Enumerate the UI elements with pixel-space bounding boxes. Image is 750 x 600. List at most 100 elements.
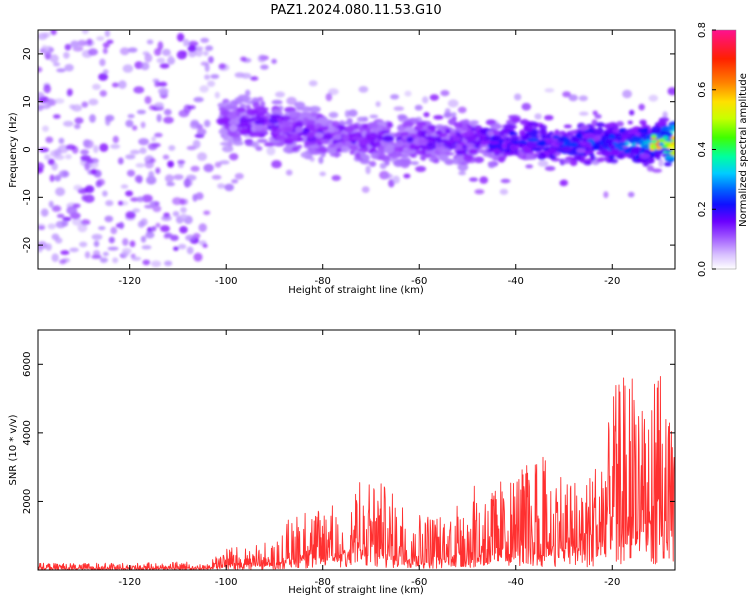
heatmap-cell (168, 145, 176, 151)
heatmap-cell (48, 200, 54, 208)
heatmap-cell (422, 153, 432, 158)
heatmap-cell (192, 139, 201, 149)
heatmap-cell (315, 132, 324, 139)
heatmap-cell (521, 102, 532, 111)
heatmap-cell (333, 128, 340, 132)
heatmap-cell (469, 177, 478, 182)
heatmap-cell (297, 144, 303, 149)
heatmap-cell (369, 140, 376, 147)
heatmap-cell (79, 241, 88, 248)
heatmap-cell (362, 116, 369, 122)
heatmap-cell (105, 116, 111, 126)
heatmap-cell (474, 189, 485, 195)
heatmap-cell (558, 136, 565, 142)
heatmap-cell (77, 39, 87, 47)
heatmap-cell (207, 80, 216, 87)
heatmap-cell (102, 42, 110, 48)
heatmap-cell (637, 157, 647, 163)
heatmap-cell (251, 141, 260, 148)
heatmap-cell (239, 117, 248, 123)
heatmap-cell (580, 141, 592, 148)
heatmap-cell (55, 187, 66, 197)
heatmap-cell (583, 161, 592, 166)
heatmap-cell (408, 149, 416, 155)
heatmap-cell (333, 134, 343, 141)
heatmap-cell (500, 178, 511, 184)
heatmap-cell (344, 126, 355, 133)
heatmap-cell (217, 102, 226, 108)
heatmap-cell (302, 127, 310, 135)
heatmap-cell (563, 124, 572, 129)
heatmap-cell (203, 163, 214, 173)
heatmap-cell (440, 90, 450, 97)
heatmap-cell (527, 137, 540, 143)
heatmap-cell (420, 131, 426, 138)
heatmap-cell (107, 246, 119, 251)
x-tick-label: -60 (411, 276, 427, 287)
heatmap-cell (199, 85, 209, 93)
heatmap-cell (219, 160, 230, 165)
heatmap-cell (183, 179, 193, 187)
heatmap-cell (234, 173, 244, 180)
heatmap-cell (252, 101, 260, 109)
heatmap-cell (118, 80, 127, 89)
heatmap-cell (358, 86, 369, 93)
heatmap-cell (649, 144, 656, 149)
heatmap-cell (453, 122, 462, 128)
snr-y-ticks: 2000 4000 6000 (22, 352, 675, 514)
heatmap-cell (638, 103, 645, 111)
colorbar-label: Normalized spectral amplitude (738, 73, 749, 227)
heatmap-cell (140, 62, 150, 71)
snr-panel: -120 -100 -80 -60 -40 -20 2000 4000 6000 Height… (8, 329, 676, 596)
heatmap-cell (44, 154, 51, 161)
heatmap-cell (361, 186, 370, 194)
heatmap-cell (348, 109, 358, 117)
heatmap-cell (127, 47, 138, 53)
heatmap-cell (526, 141, 535, 149)
heatmap-cell (156, 57, 166, 64)
heatmap-cell (195, 48, 203, 57)
heatmap-cell (144, 53, 153, 63)
heatmap-cell (186, 246, 194, 255)
heatmap-cell (77, 223, 88, 233)
heatmap-cell (257, 138, 268, 143)
heatmap-cell (497, 156, 506, 163)
heatmap-cell (240, 56, 247, 62)
heatmap-cell (555, 141, 565, 146)
heatmap-cell (208, 56, 214, 64)
heatmap-cell (64, 43, 72, 51)
heatmap-cell (96, 178, 106, 186)
heatmap-cell (427, 124, 436, 131)
heatmap-cell (344, 120, 352, 126)
heatmap-cell (146, 175, 157, 185)
heatmap-cell (58, 170, 70, 178)
heatmap-cell (193, 96, 204, 103)
heatmap-cell (318, 156, 324, 164)
y-tick-label: 20 (22, 48, 33, 61)
heatmap-cell (84, 251, 91, 259)
heatmap-cell (53, 62, 61, 67)
heatmap-cell (365, 165, 371, 175)
heatmap-cell (205, 45, 214, 51)
heatmap-cell (547, 147, 557, 155)
heatmap-cell (418, 138, 429, 146)
heatmap-cell (142, 259, 151, 266)
heatmap-cell (245, 104, 251, 111)
heatmap-cell (192, 193, 198, 202)
heatmap-cell (257, 54, 267, 63)
x-tick-label: -40 (508, 276, 524, 287)
heatmap-cell (511, 116, 521, 123)
heatmap-cell (357, 148, 368, 152)
heatmap-cell (120, 184, 129, 189)
heatmap-cell (80, 219, 91, 226)
heatmap-cell (509, 130, 515, 136)
heatmap-cell (592, 110, 598, 116)
heatmap-cell (214, 91, 220, 99)
heatmap-cell (187, 105, 196, 110)
heatmap-cell (133, 86, 145, 94)
heatmap-cell (63, 51, 70, 59)
heatmap-cell (98, 73, 108, 81)
heatmap-cell (38, 225, 46, 230)
colorbar-tick-label: 0.6 (697, 82, 708, 98)
